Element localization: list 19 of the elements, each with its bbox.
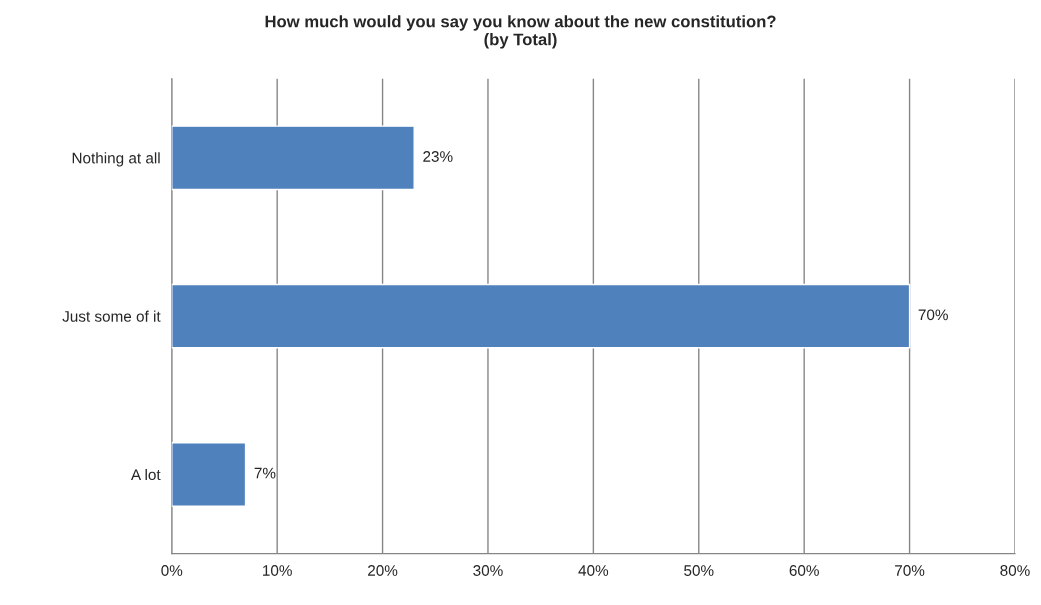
y-tick-label: A lot — [130, 468, 161, 481]
x-tick-label: 10% — [263, 565, 292, 576]
x-tick-label: 0% — [161, 565, 183, 576]
bar — [171, 125, 415, 191]
x-tick-label: 20% — [368, 565, 398, 576]
data-label: 7% — [254, 467, 276, 479]
y-tick-label: Nothing at all — [72, 152, 160, 167]
x-tick-label: 60% — [789, 565, 819, 576]
y-tick-label: Just some of it — [62, 310, 161, 322]
data-label: 70% — [918, 309, 948, 321]
chart-title: How much would you say you know about the new constitution? (by Total) — [265, 15, 776, 49]
bar — [171, 283, 911, 349]
x-tick-label: 70% — [895, 565, 925, 576]
x-tick-label: 80% — [1000, 565, 1030, 576]
bar — [171, 442, 247, 507]
x-tick-label: 40% — [578, 565, 609, 576]
x-tick-label: 30% — [473, 565, 503, 576]
data-label: 23% — [423, 151, 453, 162]
x-tick-label: 50% — [684, 565, 714, 576]
